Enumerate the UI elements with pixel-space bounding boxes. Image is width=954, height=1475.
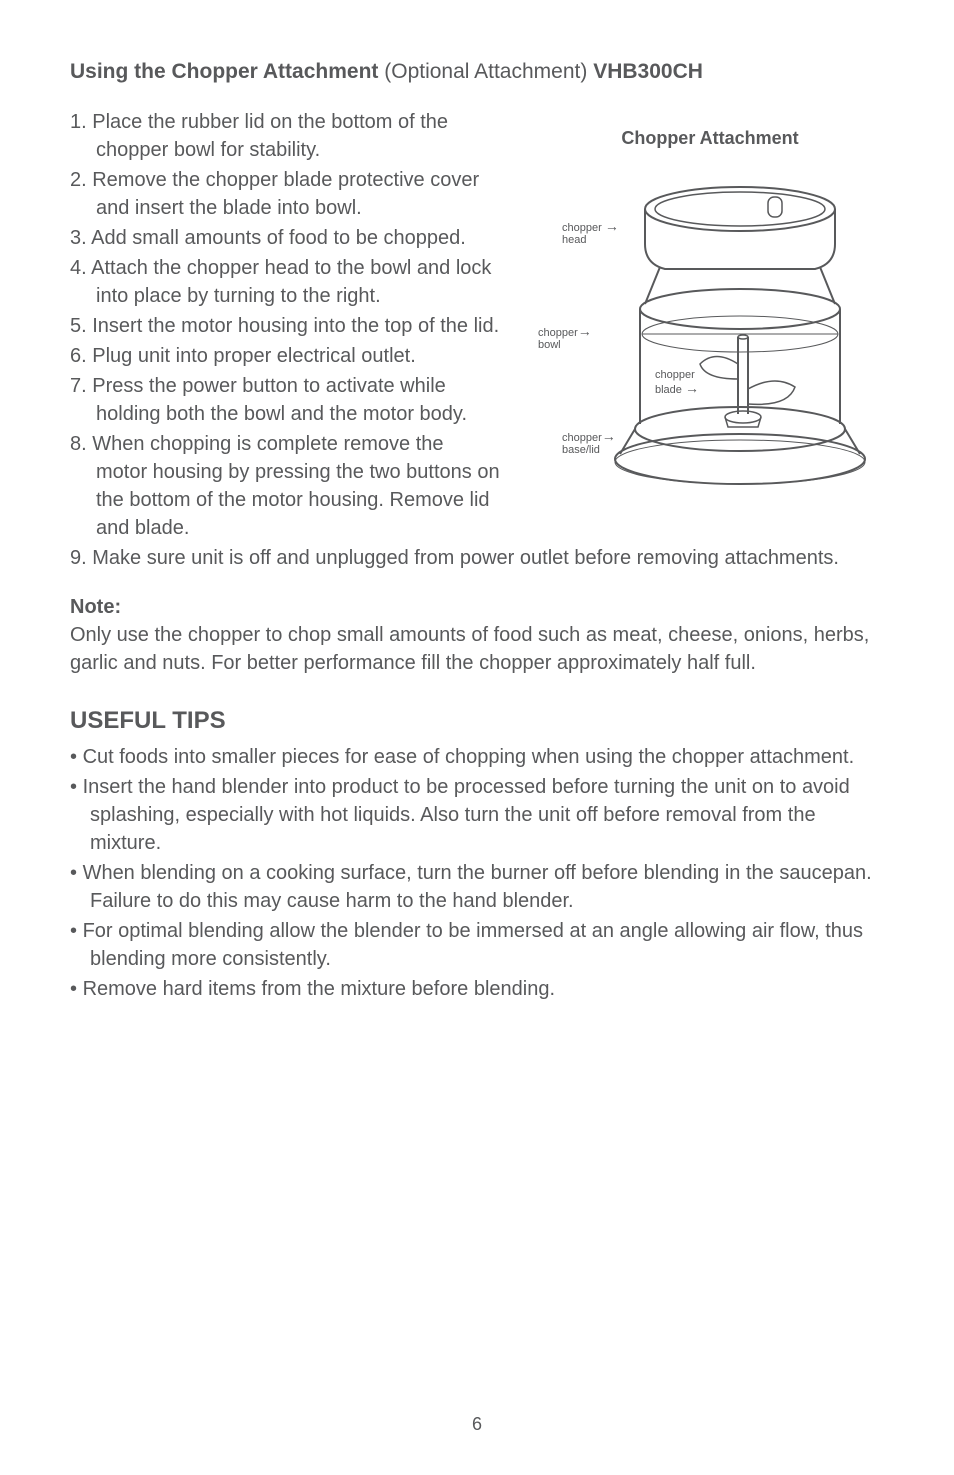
step-8: 8. When chopping is complete remove the … (70, 430, 500, 542)
label-base: chopper→base/lid (562, 429, 616, 456)
chopper-diagram: chopper →head chopper→bowl chopperblade … (520, 169, 900, 499)
diagram-title: Chopper Attachment (520, 128, 900, 149)
step-2: 2. Remove the chopper blade protective c… (70, 166, 500, 222)
useful-tips-heading: USEFUL TIPS (70, 707, 884, 735)
step-9: 9. Make sure unit is off and unplugged f… (70, 544, 884, 572)
step-5: 5. Insert the motor housing into the top… (70, 312, 500, 340)
step-1: 1. Place the rubber lid on the bottom of… (70, 108, 500, 164)
label-bowl: chopper→bowl (538, 324, 592, 351)
heading-bold-1: Using the Chopper Attachment (70, 60, 378, 83)
label-blade: chopperblade → (655, 369, 699, 396)
tip-1: Cut foods into smaller pieces for ease o… (70, 743, 884, 771)
step-4: 4. Attach the chopper head to the bowl a… (70, 254, 500, 310)
heading-regular: (Optional Attachment) (378, 60, 593, 83)
step-6: 6. Plug unit into proper electrical outl… (70, 342, 500, 370)
step-7: 7. Press the power button to activate wh… (70, 372, 500, 428)
heading-bold-2: VHB300CH (593, 60, 703, 83)
label-head: chopper →head (562, 219, 619, 246)
content-row: 1. Place the rubber lid on the bottom of… (70, 108, 884, 544)
tip-4: For optimal blending allow the blender t… (70, 917, 884, 973)
tip-2: Insert the hand blender into product to … (70, 773, 884, 857)
tip-5: Remove hard items from the mixture befor… (70, 975, 884, 1003)
diagram-column: Chopper Attachment (520, 108, 900, 544)
tip-3: When blending on a cooking surface, turn… (70, 859, 884, 915)
instructions-column: 1. Place the rubber lid on the bottom of… (70, 108, 500, 544)
note-text: Only use the chopper to chop small amoun… (70, 621, 884, 677)
step-3: 3. Add small amounts of food to be chopp… (70, 224, 500, 252)
page-number: 6 (472, 1414, 482, 1435)
tips-list: Cut foods into smaller pieces for ease o… (70, 743, 884, 1003)
instruction-list: 1. Place the rubber lid on the bottom of… (70, 108, 500, 542)
section-heading: Using the Chopper Attachment (Optional A… (70, 60, 884, 84)
note-title: Note: (70, 596, 884, 619)
note-section: Note: Only use the chopper to chop small… (70, 596, 884, 677)
